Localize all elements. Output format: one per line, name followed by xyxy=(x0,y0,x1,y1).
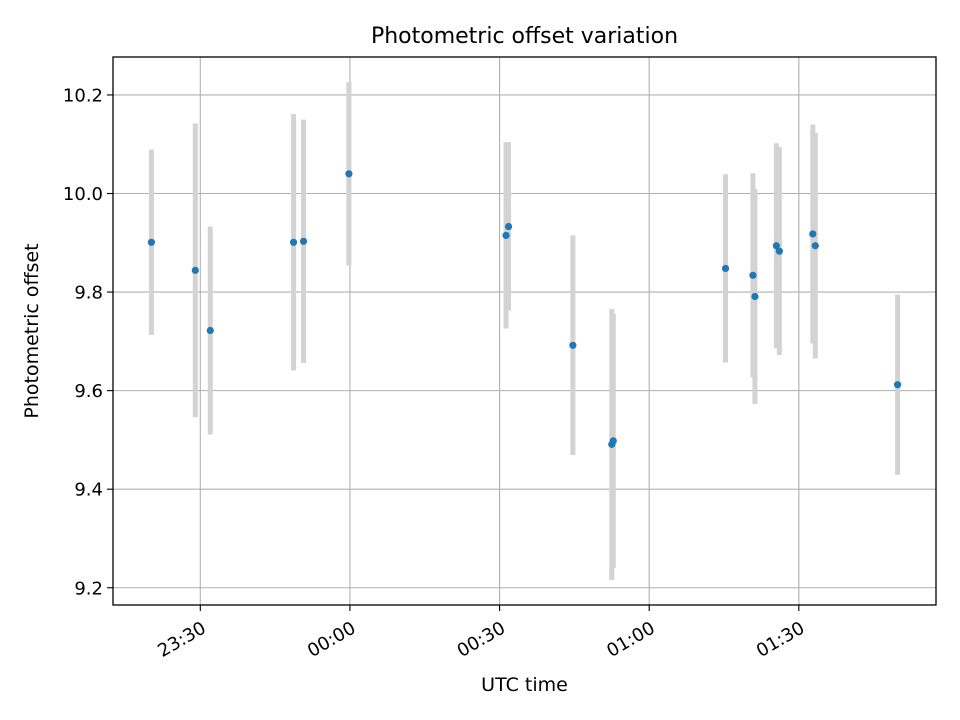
x-tick-label: 01:00 xyxy=(603,618,658,662)
x-tick-label: 23:30 xyxy=(154,618,209,662)
data-point xyxy=(811,242,819,250)
y-tick-label: 9.6 xyxy=(74,381,103,402)
y-tick-label: 10.0 xyxy=(63,184,103,205)
data-point xyxy=(147,238,156,246)
data-point xyxy=(345,170,353,178)
y-tick-label: 9.4 xyxy=(74,480,103,501)
data-points xyxy=(147,170,902,448)
data-point xyxy=(502,231,510,239)
x-tick-label: 00:30 xyxy=(454,618,509,662)
data-point xyxy=(893,381,902,389)
data-point xyxy=(609,437,617,445)
data-point xyxy=(721,264,730,273)
data-point xyxy=(775,247,783,255)
data-point xyxy=(299,237,308,245)
error-bars xyxy=(148,82,901,580)
y-tick-label: 9.8 xyxy=(74,283,103,304)
chart-title: Photometric offset variation xyxy=(371,24,678,49)
data-point xyxy=(809,230,817,238)
data-point xyxy=(751,292,759,301)
data-point xyxy=(206,326,214,335)
y-axis-label: Photometric offset xyxy=(21,243,43,418)
grid-lines xyxy=(113,57,936,605)
plot-frame xyxy=(112,56,937,606)
y-tick-label: 9.2 xyxy=(74,578,103,599)
x-tick-label: 00:00 xyxy=(304,618,359,662)
y-tick-label: 10.2 xyxy=(63,85,103,106)
data-point xyxy=(289,238,298,246)
data-point xyxy=(569,341,577,349)
data-point xyxy=(504,222,513,231)
data-point xyxy=(191,266,199,274)
data-point xyxy=(772,242,780,250)
x-axis-label: UTC time xyxy=(481,674,568,696)
data-point xyxy=(749,271,757,279)
x-tick-label: 01:30 xyxy=(753,618,808,662)
y-axis-ticks: 9.2 9.4 9.6 9.8 10.0 10.2 xyxy=(63,85,113,599)
x-axis-ticks: 23:30 00:00 00:30 01:00 01:30 xyxy=(154,605,808,662)
